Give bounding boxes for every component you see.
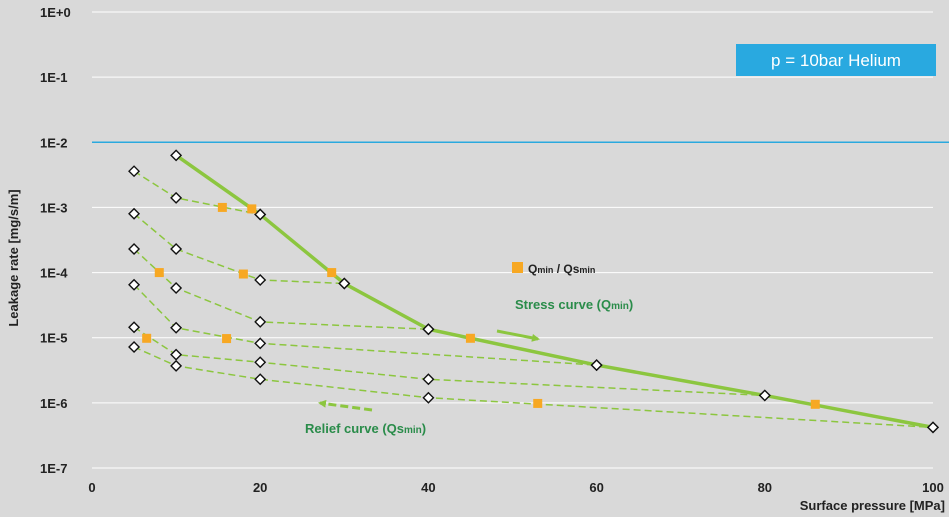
x-tick-label: 100	[922, 480, 944, 495]
legend-sub2: min	[579, 265, 595, 275]
stress-curve	[175, 153, 934, 430]
data-point	[254, 273, 267, 286]
y-tick-label: 1E+0	[40, 5, 71, 20]
relief-curve-line	[133, 284, 597, 366]
svg-text:Stress curve (Qmin): Stress curve (Qmin)	[515, 297, 633, 312]
x-tick-label: 60	[589, 480, 603, 495]
data-point	[128, 243, 141, 255]
data-point	[170, 281, 183, 294]
data-point	[422, 373, 435, 386]
x-tick-labels: 0 20 40 60 80 100	[88, 480, 943, 495]
relief-label: Relief curve (Qs	[305, 421, 404, 436]
qmin-point	[154, 268, 164, 278]
data-point	[254, 356, 267, 369]
qmin-markers	[142, 202, 820, 409]
data-point	[128, 278, 141, 291]
qmin-point	[217, 202, 227, 212]
data-point	[590, 359, 603, 372]
data-point	[170, 348, 183, 361]
data-point	[758, 389, 771, 402]
qmin-point	[327, 268, 337, 278]
relief-curve-line	[133, 346, 934, 429]
annotation-text: p = 10bar Helium	[771, 51, 901, 70]
qmin-point	[465, 333, 475, 343]
y-tick-label: 1E-4	[40, 266, 68, 281]
y-tick-label: 1E-5	[40, 331, 67, 346]
legend-sep: / Qs	[553, 262, 579, 276]
qmin-point	[222, 334, 232, 344]
legend-sub1: min	[537, 265, 553, 275]
legend-label: Q	[528, 262, 537, 276]
annotation-box: p = 10bar Helium	[736, 44, 936, 76]
y-tick-label: 1E-7	[40, 461, 67, 476]
legend-qmin-swatch	[512, 262, 523, 273]
svg-text:Relief curve (Qsmin): Relief curve (Qsmin)	[305, 421, 426, 436]
relief-curve-line	[133, 213, 345, 285]
legend: Qmin / Qsmin	[512, 262, 595, 276]
relief-arrow	[318, 399, 373, 412]
stress-arrow	[496, 329, 540, 342]
data-point	[128, 341, 141, 353]
x-tick-label: 0	[88, 480, 95, 495]
qmin-point	[142, 333, 152, 343]
x-tick-label: 40	[421, 480, 435, 495]
y-tick-label: 1E-6	[40, 396, 67, 411]
relief-label-end: )	[422, 421, 426, 436]
x-axis-label: Surface pressure [MPa]	[800, 498, 945, 513]
data-point	[254, 315, 267, 328]
data-point	[338, 277, 351, 290]
stress-label-sub: min	[611, 301, 629, 312]
data-point	[254, 337, 267, 350]
data-point	[128, 321, 141, 334]
stress-curve-line	[175, 153, 934, 430]
relief-curve-line	[133, 170, 261, 216]
data-markers	[128, 149, 939, 434]
data-point	[927, 421, 939, 434]
y-axis-label: Leakage rate [mg/s/m]	[6, 189, 21, 326]
data-point	[128, 207, 141, 220]
qmin-point	[238, 269, 248, 279]
relief-label-sub: min	[404, 425, 422, 436]
data-point	[254, 373, 267, 386]
y-tick-labels: 1E-7 1E-6 1E-5 1E-4 1E-3 1E-2 1E-1 1E+0	[40, 5, 71, 476]
data-point	[170, 149, 183, 162]
data-point	[128, 165, 141, 178]
gridlines	[92, 11, 933, 469]
y-tick-label: 1E-2	[40, 135, 67, 150]
stress-label-end: )	[629, 297, 633, 312]
qmin-point	[247, 204, 257, 214]
data-point	[254, 208, 267, 221]
y-tick-label: 1E-1	[40, 70, 67, 85]
data-point	[170, 243, 183, 255]
data-point	[170, 321, 183, 334]
x-tick-label: 80	[758, 480, 772, 495]
data-point	[422, 323, 435, 336]
svg-text:Qmin / Qsmin: Qmin / Qsmin	[528, 262, 595, 276]
y-tick-label: 1E-3	[40, 200, 67, 215]
stress-label: Stress curve (Q	[515, 297, 611, 312]
data-point	[170, 191, 183, 204]
qmin-point	[533, 398, 543, 408]
data-point	[422, 391, 435, 404]
data-point	[170, 359, 183, 372]
qmin-point	[810, 399, 820, 409]
x-tick-label: 20	[253, 480, 267, 495]
